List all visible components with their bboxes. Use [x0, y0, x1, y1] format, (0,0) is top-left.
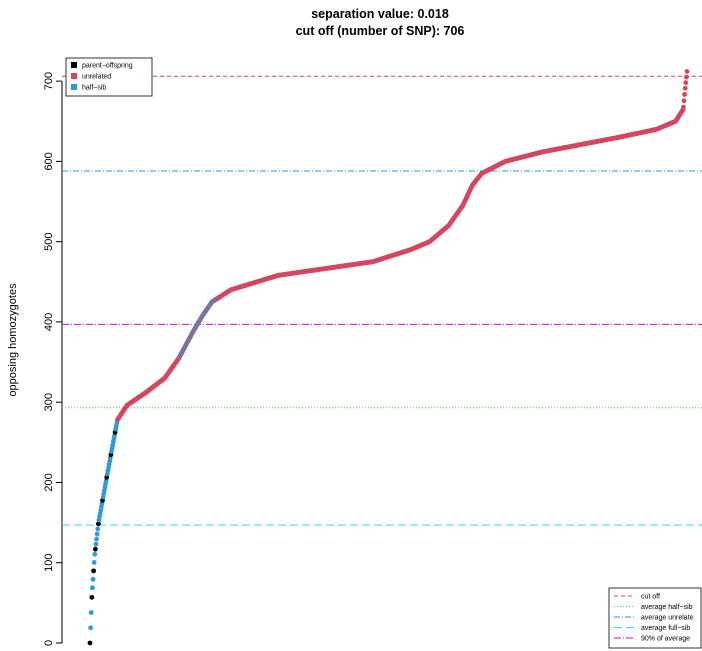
data-point [88, 625, 93, 631]
y-tick-label: 100 [43, 554, 55, 572]
data-point [89, 594, 95, 600]
data-point [682, 92, 688, 97]
legend-label: cut off [641, 594, 660, 601]
data-point [91, 560, 97, 565]
legend-swatch [71, 73, 77, 79]
legend-label: 90% of average [641, 636, 690, 643]
data-point [93, 541, 99, 547]
y-tick-label: 700 [43, 72, 55, 90]
legend-label: half−sib [82, 85, 106, 92]
legend-label: average half−sib [641, 604, 693, 611]
data-point [95, 526, 101, 532]
legend-categories: parent−offspring unrelated half−sib [65, 57, 153, 97]
data-point [91, 568, 96, 574]
data-point [94, 531, 100, 537]
reference-lines [62, 75, 702, 526]
y-tick-label: 600 [43, 152, 55, 170]
data-point [682, 85, 688, 91]
y-tick-label: 0 [43, 640, 55, 646]
data-point [89, 585, 95, 591]
legend-label: unrelated [82, 74, 111, 81]
data-point [92, 546, 98, 552]
legend-box [65, 57, 153, 97]
legend-box [608, 587, 702, 649]
legend-swatch [71, 62, 77, 68]
data-point [87, 640, 93, 646]
data-point [681, 98, 687, 104]
y-tick-label: 500 [43, 232, 55, 250]
y-tick-label: 300 [43, 393, 55, 411]
data-point [88, 610, 94, 615]
data-point [683, 80, 689, 86]
data-point [90, 576, 96, 582]
legend-label: average unrelate [641, 615, 694, 622]
data-point [94, 536, 99, 542]
data-point [684, 69, 690, 74]
data-point [681, 104, 686, 110]
legend-label: parent−offspring [82, 63, 133, 70]
y-tick-label: 400 [43, 313, 55, 331]
data-point [684, 74, 689, 80]
chart-subtitle: cut off (number of SNP): 706 [296, 24, 465, 38]
data-points [87, 69, 690, 646]
legend-label: average full−sib [641, 625, 690, 632]
y-axis-label: opposing homozygotes [7, 283, 19, 397]
legend-reference-lines: cut off average half−sib average unrelate a… [608, 587, 702, 649]
data-point [95, 521, 101, 527]
y-axis: 0 100 200 300 400 500 600 700 [43, 72, 63, 646]
data-point [92, 551, 98, 557]
chart-title: separation value: 0.018 [311, 7, 449, 21]
y-tick-label: 200 [43, 473, 55, 491]
legend-swatch [71, 84, 77, 90]
